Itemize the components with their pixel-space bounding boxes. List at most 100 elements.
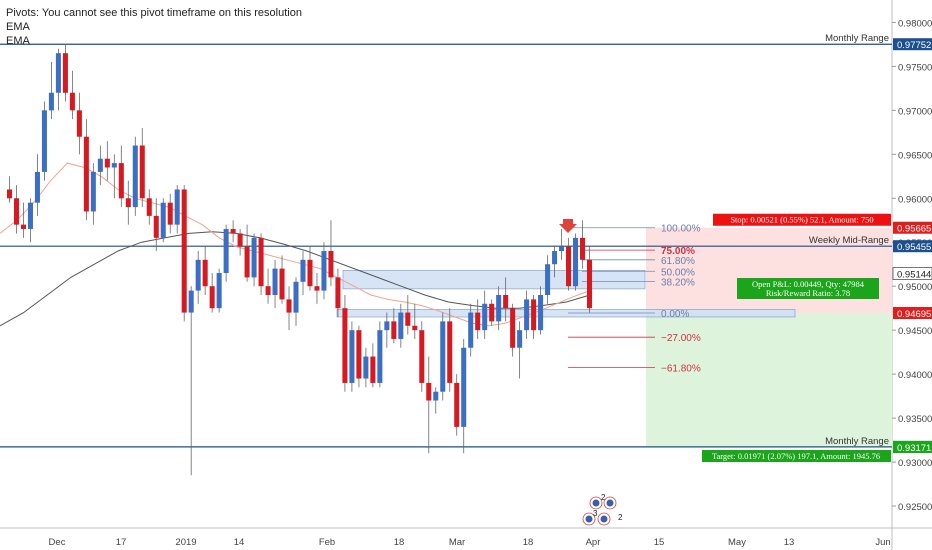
candle-body bbox=[195, 259, 201, 291]
candle-body bbox=[62, 53, 68, 93]
range-price-tag bbox=[893, 240, 932, 253]
range-line-label: Monthly Range bbox=[825, 436, 889, 447]
candle-body bbox=[209, 286, 215, 309]
candle-body bbox=[566, 246, 572, 287]
candle-body bbox=[230, 229, 236, 234]
candle-body bbox=[433, 391, 439, 401]
candle-body bbox=[41, 110, 47, 172]
candle-body bbox=[48, 92, 54, 111]
y-tick-label: 0.97500 bbox=[898, 62, 932, 73]
candle-body bbox=[496, 294, 502, 322]
x-tick-label: Dec bbox=[49, 537, 66, 548]
y-tick-label: 0.94500 bbox=[898, 326, 932, 337]
candle-body bbox=[258, 237, 264, 287]
event-count-badge: 2 bbox=[618, 513, 623, 522]
candle-body bbox=[580, 237, 586, 260]
candle-body bbox=[377, 330, 383, 383]
fib-label: −61.80% bbox=[661, 364, 701, 375]
candle-body bbox=[146, 198, 152, 216]
y-tick-label: 0.95000 bbox=[898, 282, 932, 293]
x-tick-label: May bbox=[728, 537, 746, 548]
target-zone bbox=[646, 313, 892, 448]
candle-body bbox=[503, 294, 509, 309]
candle-body bbox=[419, 330, 425, 383]
candle-body bbox=[559, 246, 565, 252]
candle-body bbox=[573, 237, 579, 287]
candle-body bbox=[398, 312, 404, 339]
range-price-tag bbox=[893, 38, 932, 51]
range-line-label: Monthly Range bbox=[825, 33, 889, 44]
x-tick-label: 17 bbox=[116, 537, 127, 548]
candle-body bbox=[405, 312, 411, 326]
x-tick-label: 13 bbox=[784, 537, 795, 548]
fib-label: 61.80% bbox=[661, 256, 695, 267]
candle-body bbox=[20, 224, 26, 230]
candle-body bbox=[188, 290, 194, 313]
y-tick-label: 0.92500 bbox=[898, 502, 932, 513]
event-flag-dot-icon bbox=[585, 515, 593, 523]
candle-body bbox=[510, 308, 516, 348]
x-tick-label: 2019 bbox=[175, 537, 196, 548]
event-count-badge: 3 bbox=[593, 509, 598, 518]
candle-body bbox=[237, 233, 243, 247]
candle-body bbox=[181, 189, 187, 313]
price-axis-tag bbox=[893, 307, 932, 320]
candle-body bbox=[83, 136, 89, 212]
candle-body bbox=[321, 251, 327, 291]
fib-label: 100.00% bbox=[661, 224, 701, 235]
x-tick-label: 18 bbox=[523, 537, 534, 548]
candle-body bbox=[97, 158, 103, 172]
candle-body bbox=[272, 268, 278, 295]
candle-body bbox=[160, 202, 166, 238]
event-flag-dot-icon bbox=[600, 515, 608, 523]
pnl-label-text-2: Risk/Reward Ratio: 3.78 bbox=[766, 288, 850, 298]
y-tick-label: 0.97000 bbox=[898, 106, 932, 117]
target-label-box bbox=[702, 450, 891, 463]
x-tick-label: 15 bbox=[654, 537, 665, 548]
range-line-label: Weekly Mid-Range bbox=[809, 235, 889, 246]
candle-body bbox=[244, 246, 250, 278]
y-tick-label: 0.93000 bbox=[898, 458, 932, 469]
candle-body bbox=[342, 308, 348, 383]
candle-body bbox=[384, 321, 390, 331]
candle-body bbox=[174, 189, 180, 225]
candle-body bbox=[118, 163, 124, 199]
candle-body bbox=[307, 259, 313, 287]
candle-body bbox=[468, 312, 474, 348]
candle-body bbox=[293, 281, 299, 313]
fib-label: 0.00% bbox=[661, 309, 689, 320]
x-tick-label: Apr bbox=[586, 537, 601, 548]
price-axis-tag-text: 0.94695 bbox=[897, 309, 931, 320]
x-tick-label: Mar bbox=[449, 537, 465, 548]
candle-body bbox=[391, 321, 397, 339]
fib-label: 50.00% bbox=[661, 267, 695, 278]
target-label-text: Target: 0.01971 (2.07%) 197.1, Amount: 1… bbox=[712, 451, 880, 461]
event-flag-dot-icon bbox=[592, 499, 600, 507]
y-tick-label: 0.96500 bbox=[898, 150, 932, 161]
candle-body bbox=[153, 215, 159, 238]
candle-body bbox=[482, 303, 488, 331]
price-axis-tag bbox=[893, 221, 932, 234]
candle-body bbox=[454, 382, 460, 427]
candle-body bbox=[104, 158, 110, 168]
y-tick-label: 0.98000 bbox=[898, 18, 932, 29]
candle-body bbox=[286, 299, 292, 313]
candle-body bbox=[132, 145, 138, 208]
candle-body bbox=[461, 347, 467, 427]
y-tick-label: 0.96000 bbox=[898, 194, 932, 205]
resistance-zone bbox=[342, 269, 646, 290]
candle-body bbox=[440, 321, 446, 392]
candle-body bbox=[489, 303, 495, 322]
x-tick-label: Jun bbox=[875, 537, 890, 548]
candle-body bbox=[545, 264, 551, 295]
candle-body bbox=[13, 198, 19, 225]
candle-body bbox=[363, 356, 369, 379]
price-axis-tag-text: 0.93171 bbox=[897, 443, 931, 454]
candle-body bbox=[202, 259, 208, 287]
x-tick-label: 18 bbox=[394, 537, 405, 548]
range-price-tag-text: 0.95455 bbox=[897, 242, 931, 253]
fib-label: 75.00% bbox=[661, 246, 695, 257]
candle-body bbox=[538, 294, 544, 331]
candle-body bbox=[349, 330, 355, 383]
